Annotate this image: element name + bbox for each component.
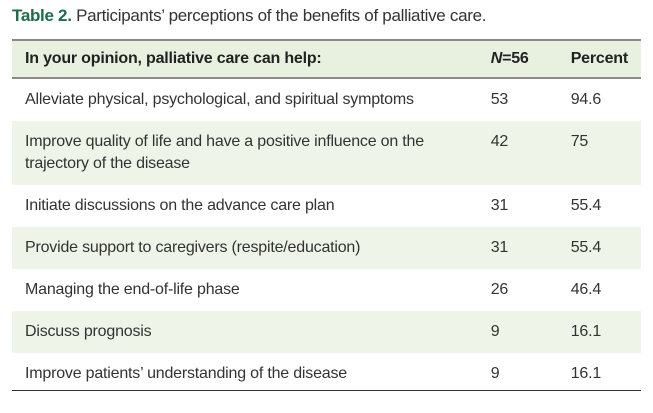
table-row: Managing the end-of-life phase 26 46.4 (12, 269, 641, 311)
row-item: Managing the end-of-life phase (25, 281, 240, 298)
header-n: N=56 (478, 40, 558, 78)
row-item: Provide support to caregivers (respite/e… (25, 239, 361, 256)
row-n: 53 (490, 91, 509, 108)
row-n: 31 (490, 197, 509, 214)
table-title: Participants’ perceptions of the benefit… (76, 6, 487, 25)
table-row: Alleviate physical, psychological, and s… (12, 78, 641, 121)
row-percent: 94.6 (570, 91, 602, 108)
benefits-table: In your opinion, palliative care can hel… (12, 39, 641, 391)
row-percent: 16.1 (570, 323, 602, 340)
row-n: 42 (490, 133, 509, 150)
header-n-symbol: N (490, 50, 503, 67)
header-row: In your opinion, palliative care can hel… (12, 40, 641, 78)
row-percent: 75 (570, 133, 589, 150)
row-item: Discuss prognosis (25, 323, 152, 340)
table-label: Table 2. (12, 6, 72, 25)
row-item: Improve quality of life and have a posit… (25, 133, 424, 172)
table-row: Discuss prognosis 9 16.1 (12, 311, 641, 353)
row-percent: 55.4 (570, 197, 602, 214)
row-n: 9 (490, 365, 500, 382)
row-n: 31 (490, 239, 509, 256)
table-row: Provide support to caregivers (respite/e… (12, 227, 641, 269)
row-item: Initiate discussions on the advance care… (25, 197, 335, 214)
table-caption: Table 2. Participants’ perceptions of th… (12, 6, 486, 26)
table-row: Improve quality of life and have a posit… (12, 121, 641, 185)
row-percent: 16.1 (570, 365, 602, 382)
row-percent: 46.4 (570, 281, 602, 298)
row-item: Improve patients’ understanding of the d… (25, 365, 347, 382)
table-row: Improve patients’ understanding of the d… (12, 353, 641, 391)
row-n: 26 (490, 281, 509, 298)
row-n: 9 (490, 323, 500, 340)
row-item: Alleviate physical, psychological, and s… (25, 91, 414, 108)
row-percent: 55.4 (570, 239, 602, 256)
header-percent: Percent (570, 50, 628, 67)
header-n-value: =56 (502, 50, 529, 67)
header-item: In your opinion, palliative care can hel… (25, 50, 322, 67)
table-row: Initiate discussions on the advance care… (12, 185, 641, 227)
